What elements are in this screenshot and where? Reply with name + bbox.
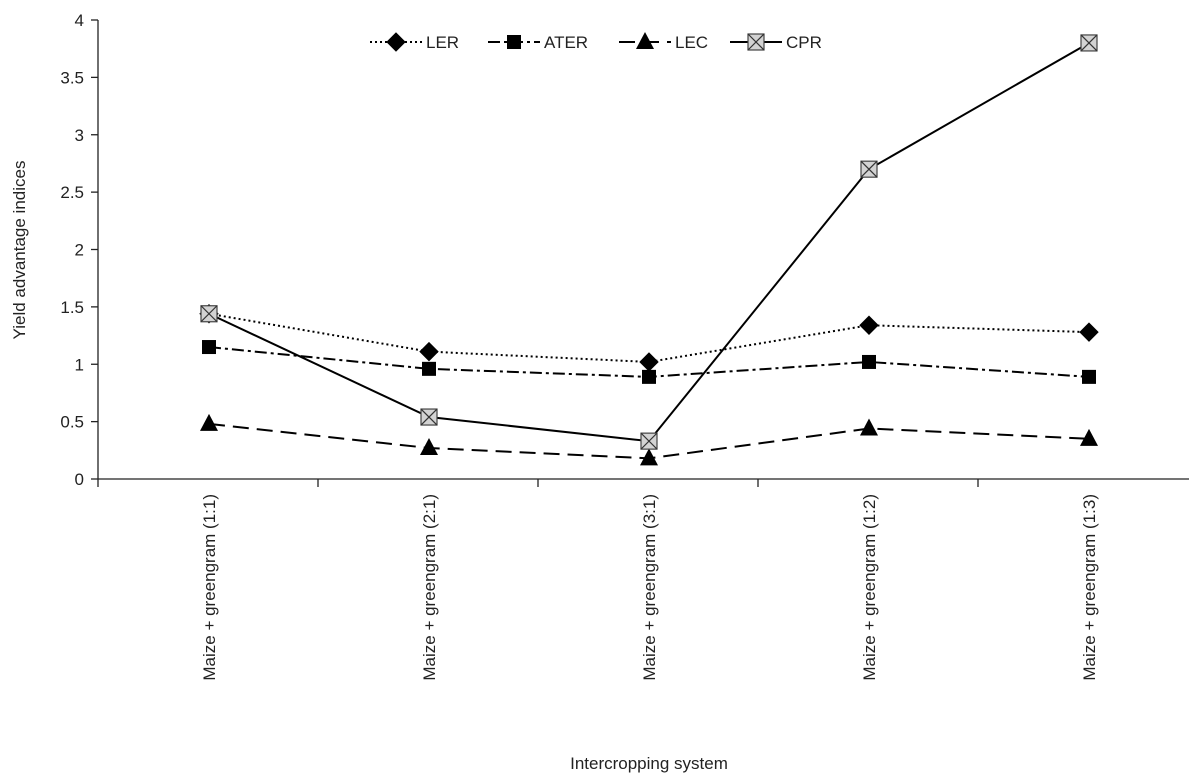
data-point-diamond <box>859 315 879 335</box>
x-tick-label: Maize + greengram (1:3) <box>1080 494 1099 681</box>
legend-label: ATER <box>544 33 588 52</box>
x-tick-label: Maize + greengram (1:1) <box>200 494 219 681</box>
legend-item-ater: ATER <box>488 33 588 52</box>
data-point-diamond <box>1079 322 1099 342</box>
x-tick-label: Maize + greengram (2:1) <box>420 494 439 681</box>
data-point-square <box>1082 369 1096 384</box>
legend-label: LER <box>426 33 459 52</box>
data-point-diamond <box>419 341 439 362</box>
legend-label: CPR <box>786 33 822 52</box>
series-ater <box>202 340 1096 384</box>
data-point-triangle <box>420 438 438 456</box>
x-axis-title: Intercropping system <box>570 754 728 773</box>
data-point-xbox <box>200 305 218 323</box>
legend-label: LEC <box>675 33 708 52</box>
y-tick-label: 1.5 <box>60 298 84 317</box>
series-lec <box>200 413 1098 466</box>
y-tick-label: 0.5 <box>60 413 84 432</box>
y-tick-label: 2.5 <box>60 183 84 202</box>
legend-item-cpr: CPR <box>730 33 822 52</box>
x-tick-label: Maize + greengram (3:1) <box>640 494 659 681</box>
y-tick-label: 3.5 <box>60 68 84 87</box>
legend-item-lec: LEC <box>619 32 708 52</box>
data-point-square <box>862 354 876 369</box>
y-tick-label: 3 <box>75 126 84 145</box>
y-axis-title: Yield advantage indices <box>10 161 29 340</box>
series-layer <box>199 34 1099 466</box>
data-point-triangle <box>1080 428 1098 446</box>
y-tick-label: 1 <box>75 355 84 374</box>
data-point-xbox <box>860 160 878 178</box>
data-point-xbox <box>640 432 658 450</box>
data-point-square <box>202 340 216 355</box>
data-point-diamond <box>386 32 406 52</box>
y-tick-label: 4 <box>75 11 84 30</box>
legend: LER ATER LEC CPR <box>370 32 822 52</box>
axes: 0 0.5 1 1.5 2 2.5 3 3.5 4 Maize + greengram (1:1)… <box>60 11 1189 681</box>
data-point-triangle <box>860 418 878 436</box>
y-tick-label: 2 <box>75 241 84 260</box>
data-point-xbox <box>747 33 765 51</box>
data-point-triangle <box>200 413 218 431</box>
data-point-square <box>422 361 436 376</box>
data-point-xbox <box>1080 34 1098 52</box>
series-cpr <box>200 34 1098 450</box>
data-point-triangle <box>640 448 658 466</box>
y-tick-label: 0 <box>75 470 84 489</box>
data-point-square <box>507 35 521 49</box>
data-point-triangle <box>636 32 654 49</box>
data-point-xbox <box>420 408 438 426</box>
x-tick-label: Maize + greengram (1:2) <box>860 494 879 681</box>
data-point-diamond <box>639 352 659 372</box>
data-point-square <box>642 369 656 384</box>
legend-item-ler: LER <box>370 32 459 52</box>
series-ler <box>199 304 1099 372</box>
